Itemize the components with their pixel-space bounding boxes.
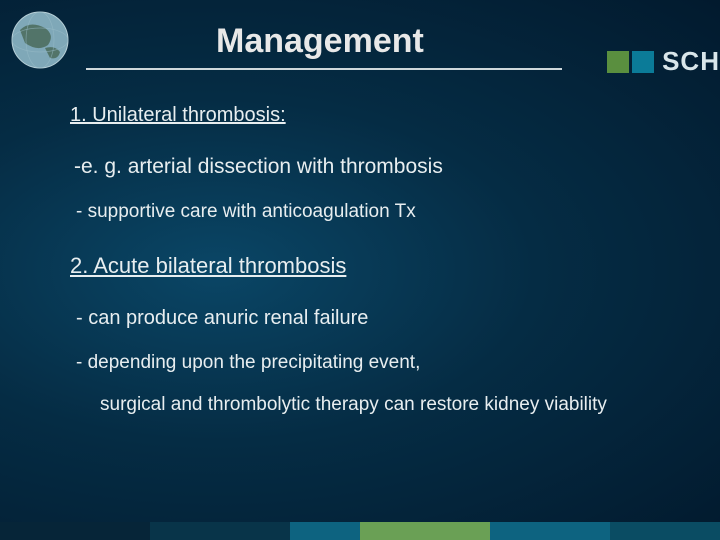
logo: SCH bbox=[607, 46, 720, 77]
footer-segment bbox=[0, 522, 150, 540]
footer-segment bbox=[290, 522, 360, 540]
bullet-text: - depending upon the precipitating event… bbox=[70, 352, 680, 374]
footer-segment bbox=[490, 522, 610, 540]
bullet-text: surgical and thrombolytic therapy can re… bbox=[70, 394, 680, 416]
globe-icon bbox=[10, 10, 70, 70]
logo-square-teal bbox=[632, 51, 654, 73]
bullet-text: - supportive care with anticoagulation T… bbox=[70, 201, 680, 223]
footer-segment bbox=[360, 522, 490, 540]
content-area: 1. Unilateral thrombosis: -e. g. arteria… bbox=[70, 104, 680, 416]
logo-square-green bbox=[607, 51, 629, 73]
section-1-heading: 1. Unilateral thrombosis: bbox=[70, 104, 680, 127]
slide: Management SCH 1. Unilateral thrombosis:… bbox=[0, 0, 720, 540]
footer-segment bbox=[150, 522, 290, 540]
bullet-text: - can produce anuric renal failure bbox=[70, 307, 680, 330]
bullet-text: -e. g. arterial dissection with thrombos… bbox=[70, 155, 680, 179]
footer-bar bbox=[0, 522, 720, 540]
section-2-heading: 2. Acute bilateral thrombosis bbox=[70, 253, 680, 279]
slide-title: Management bbox=[216, 22, 424, 61]
footer-segment bbox=[610, 522, 720, 540]
logo-text: SCH bbox=[662, 46, 720, 77]
title-underline bbox=[86, 68, 562, 70]
